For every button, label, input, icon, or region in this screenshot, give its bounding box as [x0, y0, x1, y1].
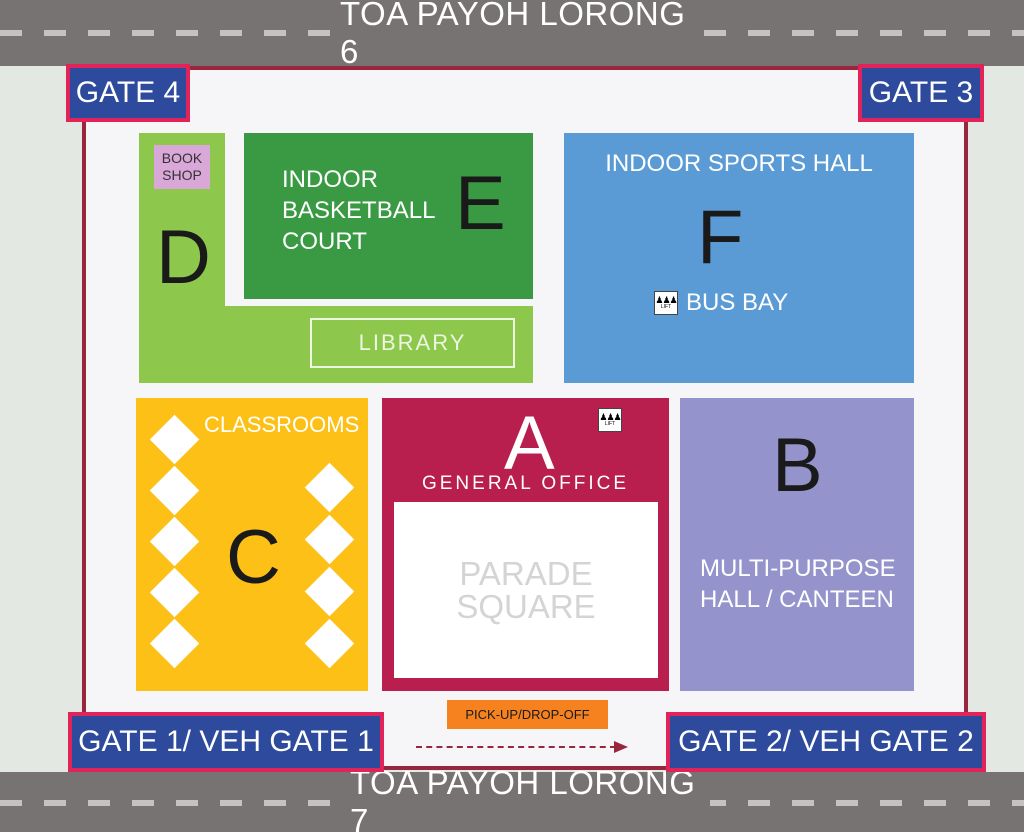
bookshop[interactable]: BOOK SHOP: [154, 145, 210, 189]
block-f[interactable]: [564, 133, 914, 383]
gate-4[interactable]: GATE 4: [66, 64, 190, 122]
block-f-letter: F: [697, 195, 744, 280]
road-lorong-7: TOA PAYOH LORONG 7: [0, 764, 1024, 832]
lift-icon: ♟♟♟ LIFT: [598, 408, 622, 432]
block-e[interactable]: [244, 133, 533, 299]
block-c-label: CLASSROOMS: [204, 412, 360, 437]
gate-3[interactable]: GATE 3: [858, 64, 984, 122]
block-b-label: MULTI-PURPOSE HALL / CANTEEN: [700, 555, 896, 614]
block-e-label: INDOOR BASKETBALL COURT: [282, 166, 435, 256]
parade-square[interactable]: PARADE SQUARE: [394, 502, 658, 678]
gate-1[interactable]: GATE 1/ VEH GATE 1: [68, 712, 384, 772]
library[interactable]: LIBRARY: [310, 318, 515, 368]
road-label-bottom: TOA PAYOH LORONG 7: [340, 764, 710, 832]
traffic-direction-arrow: [416, 746, 616, 748]
road-lorong-6: TOA PAYOH LORONG 6: [0, 0, 1024, 70]
block-b[interactable]: [680, 398, 914, 691]
block-b-letter: B: [772, 423, 823, 508]
lift-icon: ♟♟♟ LIFT: [654, 291, 678, 315]
block-d-letter: D: [156, 215, 211, 300]
pickup-dropoff-point[interactable]: PICK-UP/DROP-OFF: [447, 700, 608, 729]
arrow-head-icon: [614, 741, 628, 753]
block-c-letter: C: [226, 515, 281, 600]
road-label-top: TOA PAYOH LORONG 6: [330, 0, 702, 70]
bus-bay-label: BUS BAY: [686, 289, 789, 316]
block-a-letter: A: [504, 401, 555, 486]
general-office-label: GENERAL OFFICE: [421, 473, 630, 494]
block-e-letter: E: [455, 161, 506, 246]
gate-2[interactable]: GATE 2/ VEH GATE 2: [666, 712, 986, 772]
parade-square-label: PARADE SQUARE: [456, 555, 596, 625]
block-f-label: INDOOR SPORTS HALL: [605, 150, 873, 177]
